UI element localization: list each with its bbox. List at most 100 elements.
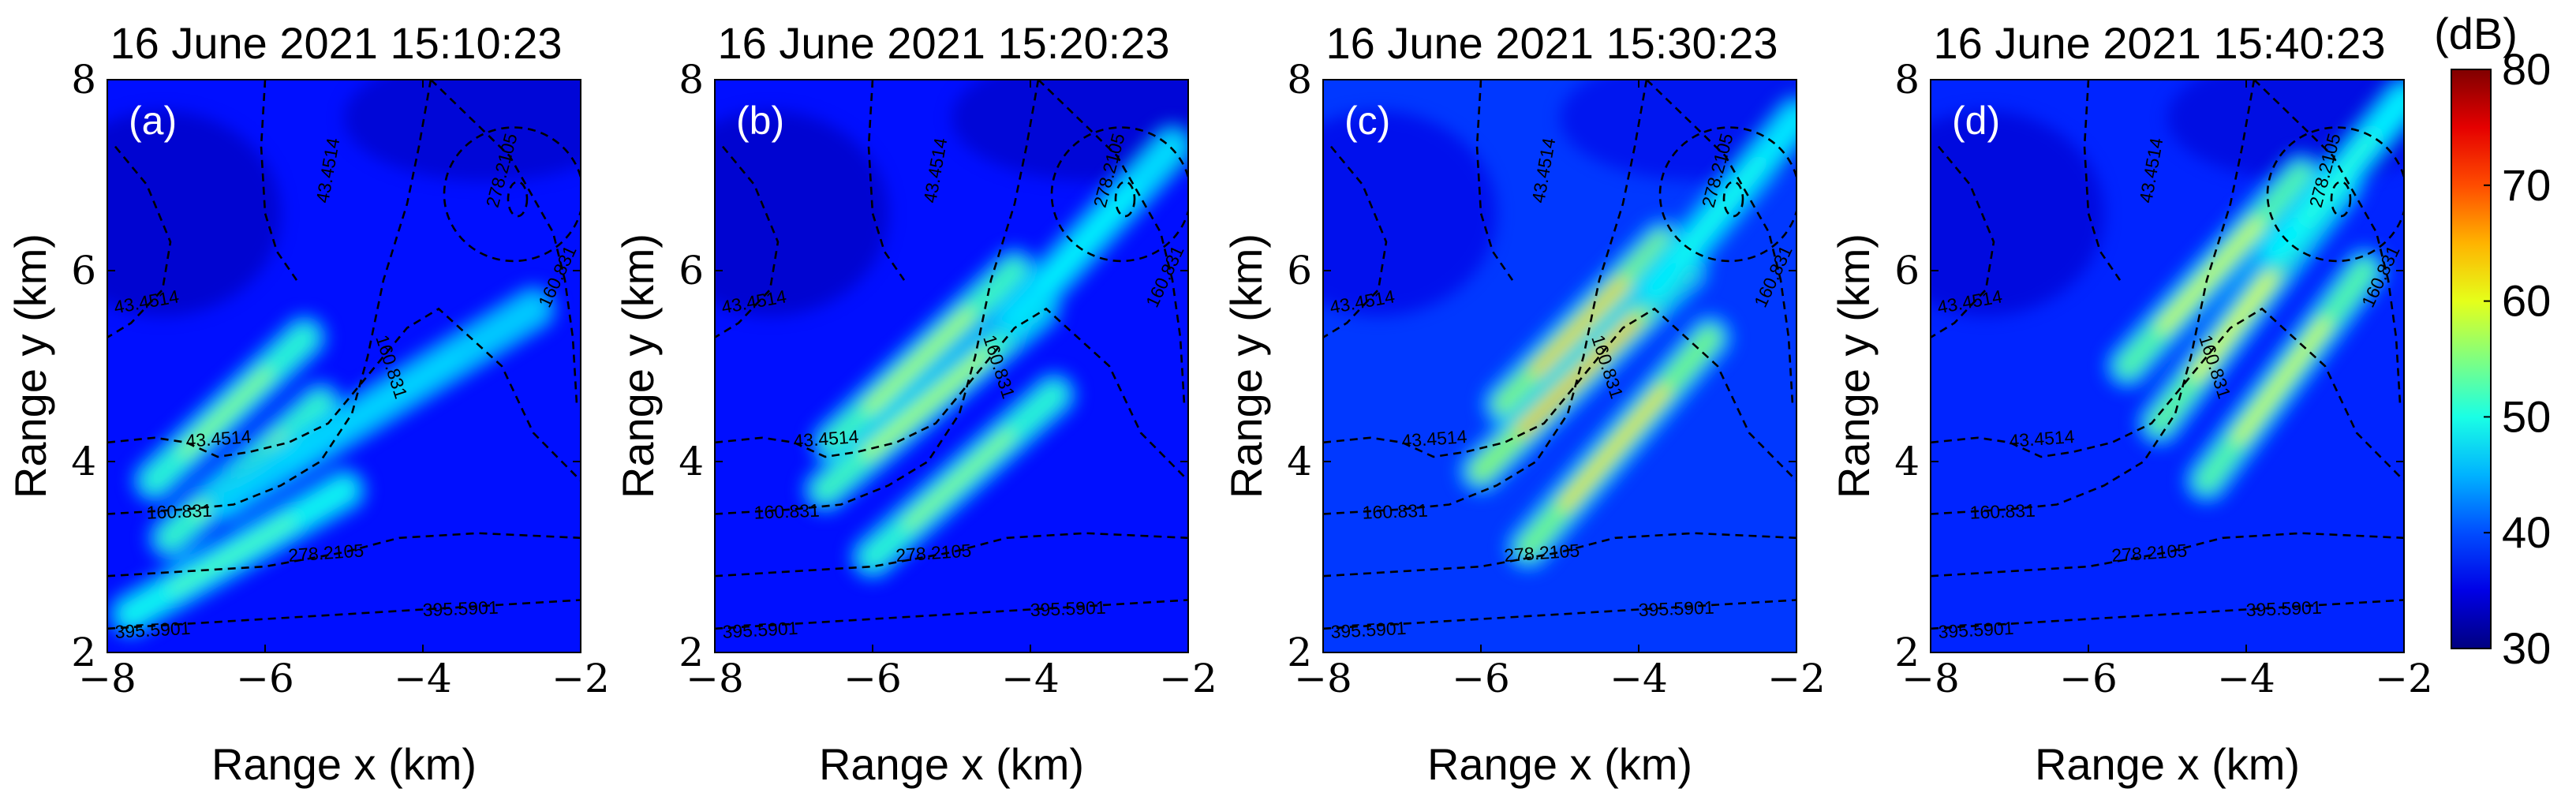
panel-label: (c) [1344,99,1390,143]
low-intensity-region [107,110,281,316]
contours [1323,80,1796,630]
contour-label: 160.831 [1969,500,2036,523]
contour-line [1931,145,1995,338]
low-intensity-region [715,110,888,316]
contour-label: 43.4514 [2009,426,2076,451]
x-axis-label: Range x (km) [1427,739,1692,789]
low-intensity-region [344,80,581,181]
contour-label: 160.831 [1362,500,1428,523]
wave-band-core [180,368,272,457]
wave-band-core [282,351,462,466]
wave-band-core [1560,385,1669,510]
low-intensity-region [1323,110,1497,316]
x-tick-label: −4 [1610,656,1668,701]
x-tick-label: −6 [1452,656,1510,701]
axes-frame [107,79,581,653]
x-tick-label: −6 [843,656,902,701]
contours [715,80,1188,630]
contour-line [1323,307,1796,482]
heatmap-image [715,80,1188,580]
colorbar-unit: (dB) [2434,9,2518,58]
panel-2: 43.451443.451443.4514160.831160.831160.8… [613,18,1217,789]
wave-band-core [863,349,990,459]
low-intensity-region [952,80,1188,181]
y-tick-label: 8 [679,57,704,103]
colorbar-tick-label: 40 [2502,507,2551,557]
contour-label: 395.5901 [114,618,191,642]
contour-line [507,181,529,218]
contour-line [1931,80,2256,515]
low-intensity-region [1931,110,2104,316]
low-intensity-region [1560,80,1796,181]
panel-title: 16 June 2021 15:30:23 [1326,18,1778,68]
axes-frame [714,79,1189,653]
wave-band-core [169,516,296,595]
wave-band-core [865,308,974,413]
panel-label: (b) [736,99,784,143]
contour-line [715,145,780,338]
y-tick-label: 2 [1894,630,1920,675]
y-axis-label: Range y (km) [613,234,663,499]
y-tick-label: 6 [679,248,704,293]
contour-line [107,599,581,630]
contour-line [1931,307,2404,482]
wave-band-core [1517,316,1639,436]
contour-line [867,80,906,281]
wave-band-core [2298,132,2377,226]
x-tick-label: −6 [2059,656,2118,701]
y-tick-label: 2 [679,630,704,675]
contour-line [1931,599,2404,630]
wave-band-core [1531,278,1628,377]
y-tick-label: 4 [1894,439,1920,484]
colorbar-tick-label: 60 [2502,276,2551,326]
contour-line [260,80,298,281]
contour-line [2330,181,2352,218]
x-tick-label: −4 [1001,656,1060,701]
contour-line [2083,80,2122,281]
contour-line [715,599,1188,630]
x-tick-label: −8 [78,656,136,701]
y-tick-label: 6 [1894,248,1920,293]
contour-line [1323,80,1648,515]
wave-band-core [1041,185,1138,289]
heatmap-image [1323,80,1796,570]
x-tick-label: −8 [1901,656,1960,701]
colorbar-tick-label: 80 [2502,44,2551,94]
y-tick-label: 8 [1287,57,1312,103]
y-tick-label: 4 [71,439,96,484]
wave-band-core [2234,318,2330,443]
heatmap-image [107,80,581,637]
contour-line [1323,145,1388,338]
contour-line [1475,80,1514,281]
heatmap-image [1931,80,2404,504]
wave-band-core [2158,218,2263,333]
contours [107,80,581,630]
contour-line [107,307,581,482]
x-tick-label: −2 [1159,656,1217,701]
wave-band-core [1678,155,1766,260]
contour-label: 43.4514 [185,426,252,451]
y-tick-label: 4 [679,439,704,484]
y-axis-label: Range y (km) [1221,234,1271,499]
colorbar-tick-label: 50 [2502,391,2551,441]
panel-1: 43.451443.451443.4514160.831160.831160.8… [6,18,610,789]
contour-label: 43.4514 [1401,426,1468,451]
contour-line [2253,80,2402,405]
x-tick-label: −2 [2375,656,2433,701]
x-tick-label: −2 [551,656,610,701]
contour-line [1646,80,1794,405]
x-axis-label: Range x (km) [819,739,1084,789]
y-axis-label: Range y (km) [1829,234,1879,499]
contour-line [1038,80,1186,405]
contour-label: 395.5901 [1638,597,1714,620]
y-tick-label: 2 [1287,630,1312,675]
contour-line [107,80,432,515]
contour-label: 160.831 [146,500,212,523]
x-tick-label: −4 [2217,656,2275,701]
contour-label: 395.5901 [722,618,798,642]
y-tick-label: 4 [1287,439,1312,484]
y-tick-label: 2 [71,630,96,675]
y-axis-label: Range y (km) [6,234,55,499]
contour-line [715,80,1040,515]
x-axis-label: Range x (km) [2035,739,2300,789]
